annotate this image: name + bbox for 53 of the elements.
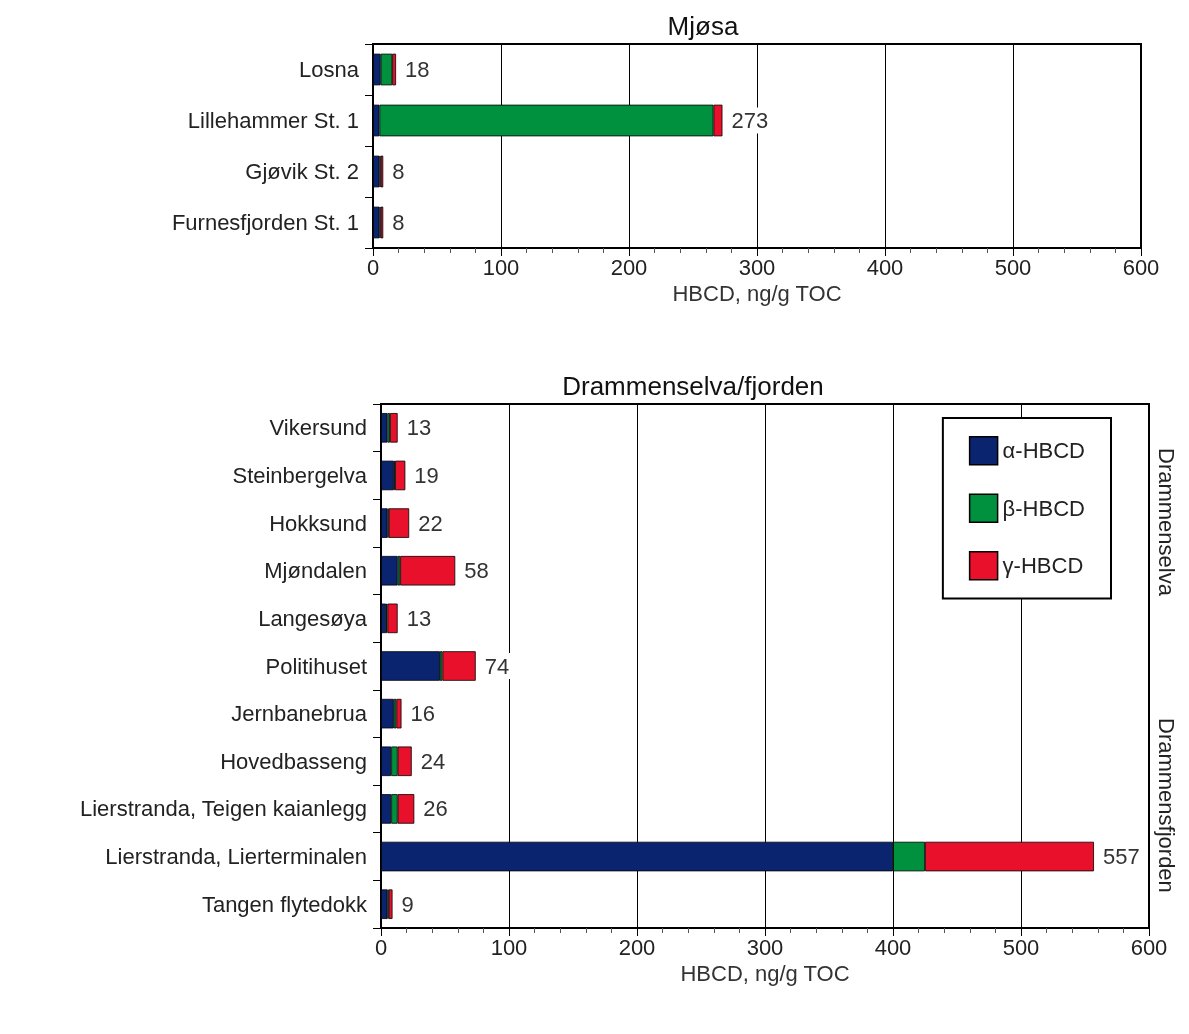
x-tick-label: 400 bbox=[866, 254, 904, 280]
text: Drammensfjorden bbox=[1153, 718, 1179, 893]
legend-label: α-HBCD bbox=[1002, 438, 1086, 464]
total-label: 22 bbox=[418, 510, 443, 536]
chart-title: Drammenselva/fjorden bbox=[562, 371, 824, 401]
x-tick-label: 500 bbox=[1002, 934, 1040, 960]
chart-title: Mjøsa bbox=[667, 11, 739, 41]
y-tick-label: Vikersund bbox=[269, 415, 367, 441]
legend-label: β-HBCD bbox=[1002, 495, 1085, 521]
total-label: 18 bbox=[405, 57, 430, 82]
x-axis-title: HBCD, ng/g TOC bbox=[680, 961, 850, 987]
total-label: 13 bbox=[406, 605, 432, 631]
y-tick-label: Langesøya bbox=[258, 605, 368, 631]
total-label: 13 bbox=[406, 415, 432, 441]
y-tick-label: Lierstranda, Lierterminalen bbox=[105, 844, 367, 870]
total-label: 16 bbox=[410, 701, 435, 727]
x-tick-label: 400 bbox=[874, 934, 912, 960]
x-tick-label: 0 bbox=[374, 934, 388, 960]
y-tick-label: Gjøvik St. 2 bbox=[245, 159, 359, 184]
x-tick-label: 600 bbox=[1130, 934, 1168, 960]
x-tick-label: 600 bbox=[1122, 254, 1160, 280]
total-label: 58 bbox=[464, 558, 489, 584]
y-tick-label: Hovedbasseng bbox=[220, 748, 367, 774]
y-tick-label: Steinbergelva bbox=[232, 462, 368, 488]
total-label: 26 bbox=[423, 796, 448, 822]
y-tick-label: Lierstranda, Teigen kaianlegg bbox=[79, 796, 367, 822]
legend-label: γ-HBCD bbox=[1002, 553, 1084, 579]
x-tick-label: 100 bbox=[482, 254, 520, 280]
x-tick-label: 100 bbox=[490, 934, 528, 960]
total-label: 273 bbox=[731, 108, 769, 133]
total-label: 74 bbox=[484, 653, 510, 679]
total-label: 8 bbox=[392, 159, 405, 184]
x-tick-label: 0 bbox=[366, 254, 380, 280]
y-tick-label: Losna bbox=[299, 57, 360, 82]
x-tick-label: 300 bbox=[746, 934, 784, 960]
y-tick-label: Hokksund bbox=[269, 510, 367, 536]
y-tick-label: Mjøndalen bbox=[264, 558, 367, 584]
y-tick-label: Furnesfjorden St. 1 bbox=[171, 210, 359, 235]
x-tick-label: 500 bbox=[994, 254, 1032, 280]
total-label: 8 bbox=[392, 210, 405, 235]
total-label: 9 bbox=[401, 891, 414, 917]
text: Drammenselva bbox=[1153, 448, 1179, 597]
x-tick-label: 300 bbox=[738, 254, 776, 280]
total-label: 557 bbox=[1102, 844, 1140, 870]
y-tick-label: Politihuset bbox=[265, 653, 367, 679]
y-tick-label: Lillehammer St. 1 bbox=[187, 108, 359, 133]
x-axis-title: HBCD, ng/g TOC bbox=[672, 281, 842, 307]
y-tick-label: Jernbanebrua bbox=[231, 701, 368, 727]
x-tick-label: 200 bbox=[610, 254, 648, 280]
total-label: 24 bbox=[420, 748, 446, 774]
total-label: 19 bbox=[414, 462, 439, 488]
y-tick-label: Tangen flytedokk bbox=[201, 891, 368, 917]
x-tick-label: 200 bbox=[618, 934, 656, 960]
